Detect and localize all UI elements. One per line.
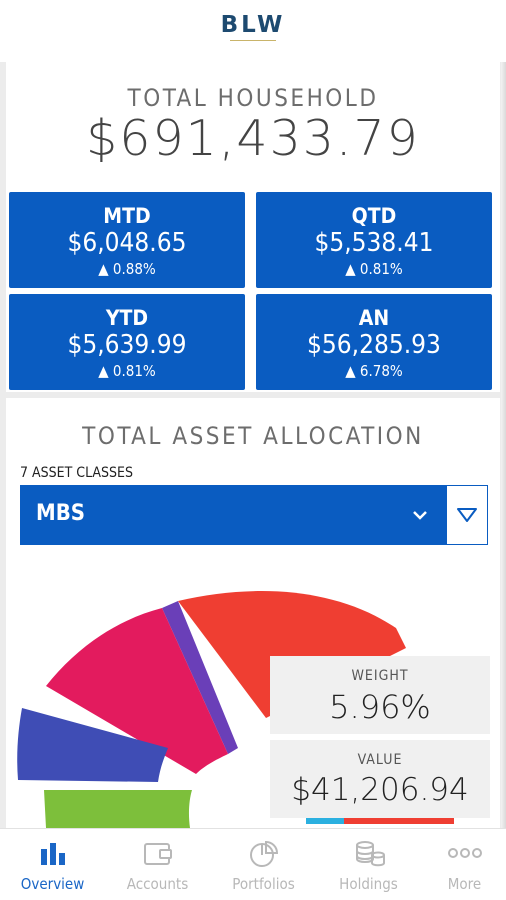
tile-an[interactable]: AN $56,285.93 ▲ 6.78% — [256, 294, 492, 390]
value-label: VALUE — [357, 752, 403, 768]
asset-classes-count: 7 ASSET CLASSES — [20, 465, 133, 481]
allocation-panel: TOTAL ASSET ALLOCATION 7 ASSET CLASSES M… — [6, 398, 500, 828]
segment-purple[interactable] — [162, 601, 238, 754]
overview-page[interactable]: TOTAL HOUSEHOLD $691,433.79 MTD $6,048.6… — [0, 62, 506, 828]
segment-green[interactable] — [44, 790, 192, 828]
coins-icon — [355, 841, 385, 867]
tile-label: YTD — [105, 306, 149, 330]
chevron-down-icon — [413, 511, 427, 520]
segment-red-underline-2 — [344, 818, 454, 824]
household-panel: TOTAL HOUSEHOLD $691,433.79 MTD $6,048.6… — [6, 62, 500, 392]
asset-class-selected: MBS — [36, 501, 86, 526]
tile-change: ▲ 0.81% — [345, 260, 403, 278]
scroll-edge — [501, 62, 506, 828]
bar-chart-icon — [40, 843, 65, 865]
tab-label: Portfolios — [232, 875, 295, 893]
tile-label: MTD — [103, 204, 151, 228]
tab-holdings[interactable]: Holdings — [318, 829, 419, 900]
tile-mtd[interactable]: MTD $6,048.65 ▲ 0.88% — [9, 192, 245, 288]
app-header: BLW — [0, 0, 506, 62]
segment-red[interactable] — [178, 591, 406, 718]
bottom-tab-bar: Overview Accounts Portfolios Holdings — [0, 828, 506, 900]
tile-change: ▲ 0.88% — [98, 260, 156, 278]
filter-toggle-button[interactable] — [446, 485, 488, 545]
wallet-icon — [143, 843, 172, 865]
weight-card: WEIGHT 5.96% — [270, 656, 490, 734]
household-total: $691,433.79 — [86, 110, 420, 167]
tab-label: Accounts — [126, 875, 189, 893]
tab-more[interactable]: More — [414, 829, 506, 900]
weight-label: WEIGHT — [351, 668, 409, 684]
pie-chart-icon — [249, 840, 278, 867]
tile-value: $5,639.99 — [67, 330, 187, 360]
tile-value: $5,538.41 — [314, 228, 434, 258]
logo-underline — [230, 40, 276, 44]
segment-lightblue[interactable] — [306, 818, 344, 824]
weight-value: 5.96% — [329, 688, 431, 726]
triangle-down-icon — [457, 508, 477, 522]
more-dots-icon — [447, 848, 482, 858]
tab-portfolios[interactable]: Portfolios — [213, 829, 314, 900]
tile-label: AN — [358, 306, 390, 330]
asset-class-select[interactable]: MBS — [20, 485, 446, 545]
segment-pink[interactable] — [46, 608, 228, 774]
tile-change: ▲ 6.78% — [345, 362, 403, 380]
value-amount: $41,206.94 — [291, 772, 469, 808]
tab-label: Holdings — [339, 875, 398, 893]
allocation-donut-chart[interactable] — [6, 568, 500, 828]
value-card: VALUE $41,206.94 — [270, 740, 490, 818]
tab-overview[interactable]: Overview — [2, 829, 103, 900]
tab-label: Overview — [20, 875, 85, 893]
tile-value: $6,048.65 — [67, 228, 187, 258]
tile-qtd[interactable]: QTD $5,538.41 ▲ 0.81% — [256, 192, 492, 288]
household-title: TOTAL HOUSEHOLD — [127, 84, 379, 112]
tile-label: QTD — [351, 204, 397, 228]
tile-value: $56,285.93 — [307, 330, 441, 360]
tab-label: More — [447, 875, 482, 893]
logo-text: BLW — [220, 12, 286, 38]
segment-indigo[interactable] — [17, 708, 168, 782]
tile-ytd[interactable]: YTD $5,639.99 ▲ 0.81% — [9, 294, 245, 390]
tile-change: ▲ 0.81% — [98, 362, 156, 380]
brand-logo: BLW — [0, 12, 506, 44]
tab-accounts[interactable]: Accounts — [107, 829, 208, 900]
allocation-title: TOTAL ASSET ALLOCATION — [82, 422, 424, 450]
